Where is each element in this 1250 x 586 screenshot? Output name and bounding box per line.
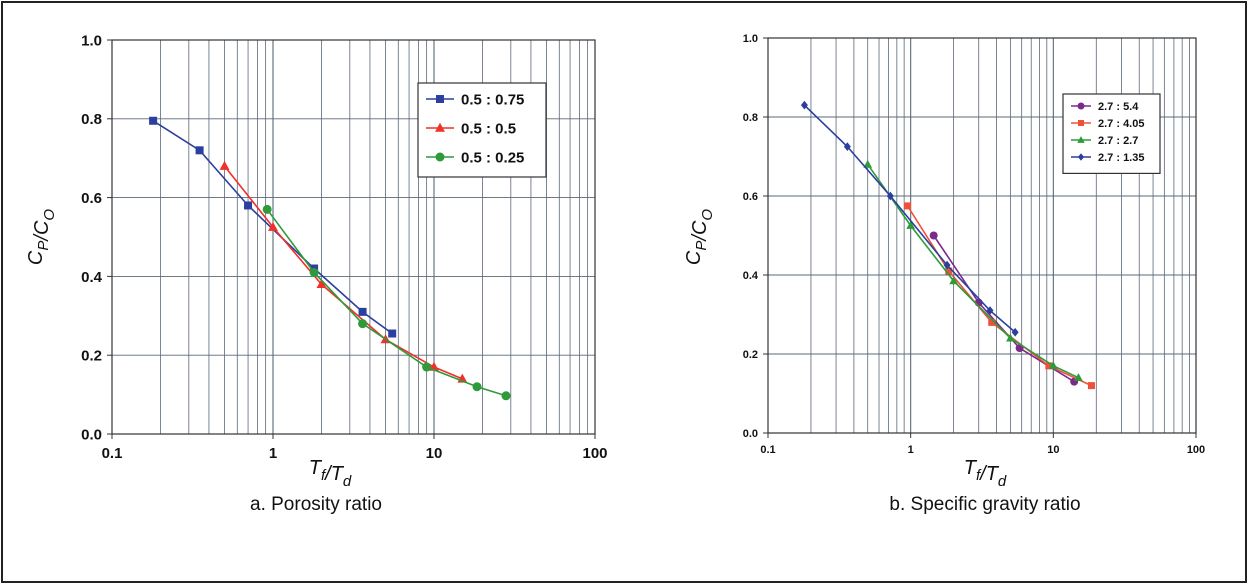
x-tick-label: 100 (1187, 444, 1205, 456)
plot-border (111, 39, 596, 435)
y-tick-label: 0.0 (743, 428, 758, 440)
chart-caption: b. Specific gravity ratio (889, 494, 1080, 515)
x-tick-label: 10 (1047, 444, 1059, 456)
data-point (949, 276, 958, 285)
data-point (268, 221, 278, 231)
legend-label: 2.7 : 2.7 (1098, 135, 1138, 147)
data-point (1045, 362, 1053, 370)
legend-label: 0.5 : 0.5 (461, 120, 516, 137)
data-point (501, 391, 511, 401)
data-point (843, 142, 851, 151)
chart-a: 0.0 0.2 0.4 0.6 0.8 1.0 0.1 1 10 100 Tf/Td CP/CO 0.5… (25, 32, 608, 515)
series-line (867, 163, 1079, 379)
data-point (388, 329, 397, 338)
x-tick-label: 10 (426, 445, 443, 462)
x-axis-label: Tf/Td (309, 457, 352, 490)
legend-label: 2.7 : 5.4 (1098, 101, 1139, 113)
y-tick-label: 0.4 (743, 270, 759, 282)
legend-marker (435, 152, 445, 162)
legend-marker (436, 95, 444, 103)
data-point (863, 159, 873, 168)
y-axis-label: CP/CO (25, 209, 58, 265)
legend: 0.5 : 0.75 0.5 : 0.5 0.5 : 0.25 (417, 82, 547, 178)
chart-caption: a. Porosity ratio (250, 494, 382, 515)
legend-label: 2.7 : 1.35 (1098, 152, 1144, 164)
y-tick-label: 0.2 (743, 349, 758, 361)
data-point (1087, 382, 1095, 390)
legend-marker (435, 122, 445, 132)
data-point (316, 279, 327, 289)
y-tick-label: 0.4 (81, 269, 103, 286)
series-line (223, 165, 463, 380)
data-point (472, 382, 482, 392)
data-point (422, 362, 432, 372)
data-point (1048, 361, 1058, 370)
x-tick-label: 0.1 (102, 445, 123, 462)
legend-label: 0.5 : 0.75 (461, 91, 524, 108)
x-tick-label: 1 (908, 444, 914, 456)
legend-marker (1077, 136, 1085, 143)
x-axis-label: Tf/Td (964, 457, 1007, 490)
data-point (945, 267, 953, 275)
data-point (358, 319, 368, 329)
plot-border (767, 37, 1197, 434)
data-point (262, 204, 272, 214)
y-axis-label-group: CP/CO (683, 209, 716, 265)
series-line (266, 208, 507, 397)
series-2 (863, 159, 1083, 382)
data-point (219, 160, 230, 170)
y-tick-label: 0.0 (81, 426, 102, 443)
y-tick-label: 0.8 (81, 111, 102, 128)
data-point (800, 100, 808, 110)
x-tick-label: 0.1 (760, 444, 775, 456)
data-point (244, 201, 253, 210)
legend-marker (1078, 153, 1084, 161)
y-tick-label: 1.0 (743, 33, 758, 45)
y-axis-label: CP/CO (683, 209, 716, 265)
y-tick-label: 0.2 (81, 348, 102, 365)
legend-label: 0.5 : 0.25 (461, 149, 524, 166)
y-tick-label: 0.6 (81, 190, 102, 207)
data-point (986, 306, 994, 315)
data-point (149, 116, 158, 125)
data-point (1074, 373, 1083, 382)
legend: 2.7 : 5.4 2.7 : 4.05 2.7 : 2.7 2.7 : 1.35 (1062, 93, 1161, 175)
gridlines (768, 38, 1196, 433)
y-axis-label-group: CP/CO (25, 209, 58, 265)
data-point (309, 267, 319, 277)
chart-b: 0.0 0.2 0.4 0.6 0.8 1.0 0.1 1 10 100 Tf/Td CP/CO 2.7… (683, 33, 1205, 515)
y-tick-label: 0.6 (743, 191, 758, 203)
legend-marker (1077, 102, 1085, 110)
data-point (988, 318, 996, 326)
data-point (886, 191, 894, 201)
x-tick-label: 1 (269, 445, 277, 462)
data-point (903, 202, 911, 210)
data-point (906, 221, 916, 229)
data-point (195, 146, 204, 155)
legend-marker (1078, 120, 1084, 126)
data-point (929, 231, 938, 240)
data-point (1011, 327, 1019, 337)
data-point (943, 260, 951, 270)
series-3 (800, 100, 1019, 337)
data-point (358, 307, 367, 316)
x-tick-label: 100 (582, 445, 607, 462)
series-2 (262, 204, 511, 401)
legend-label: 2.7 : 4.05 (1098, 118, 1144, 130)
y-tick-label: 0.8 (743, 112, 758, 124)
series-line (803, 104, 1016, 333)
y-tick-label: 1.0 (81, 32, 102, 49)
data-point (1006, 333, 1015, 342)
